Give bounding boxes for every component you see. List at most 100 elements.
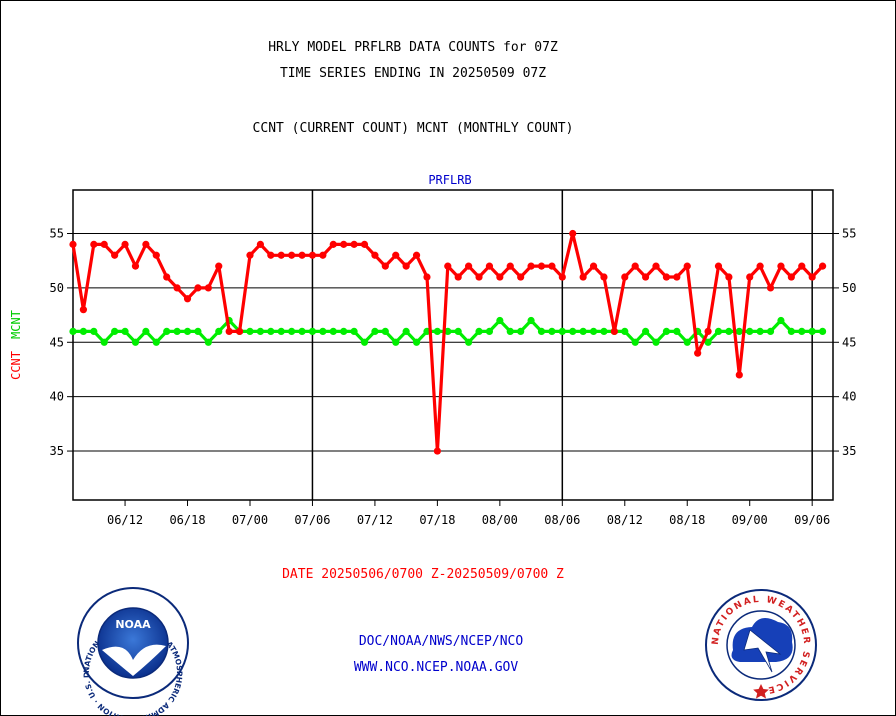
y-tick-label-left: 45 xyxy=(50,335,64,349)
x-tick-label: 08/06 xyxy=(544,513,580,527)
data-point-ccnt xyxy=(496,273,504,281)
data-point-mcnt xyxy=(527,316,535,325)
data-point-mcnt xyxy=(412,338,421,346)
data-point-mcnt xyxy=(558,327,566,336)
data-point-ccnt xyxy=(225,327,233,336)
data-point-ccnt xyxy=(610,327,618,336)
data-point-mcnt xyxy=(131,338,140,346)
data-point-ccnt xyxy=(235,327,244,336)
data-point-mcnt xyxy=(600,327,608,336)
data-point-ccnt xyxy=(152,251,160,259)
data-point-mcnt xyxy=(621,327,629,336)
y-axis-title-mcnt: MCNT xyxy=(9,310,23,339)
y-axis-title-ccnt: CCNT xyxy=(9,351,23,380)
data-point-ccnt xyxy=(475,273,483,281)
data-point-ccnt xyxy=(662,273,671,281)
data-point-ccnt xyxy=(69,240,77,248)
data-point-mcnt xyxy=(662,327,671,336)
data-point-mcnt xyxy=(777,316,785,325)
data-point-ccnt xyxy=(433,447,441,455)
footer-website[interactable]: WWW.NCO.NCEP.NOAA.GOV xyxy=(354,660,519,675)
data-point-ccnt xyxy=(683,262,691,270)
data-point-ccnt xyxy=(100,240,108,248)
x-tick-label: 07/06 xyxy=(294,513,330,527)
data-point-mcnt xyxy=(517,327,525,336)
chart-title-line1: HRLY MODEL PRFLRB DATA COUNTS for 07Z xyxy=(268,40,558,55)
data-point-ccnt xyxy=(215,262,223,270)
data-point-ccnt xyxy=(90,240,98,248)
data-point-ccnt xyxy=(589,262,598,270)
data-point-ccnt xyxy=(787,273,795,281)
data-point-ccnt xyxy=(340,240,348,248)
y-tick-label-right: 45 xyxy=(842,335,856,349)
data-point-mcnt xyxy=(548,327,556,336)
data-point-ccnt xyxy=(485,262,494,270)
data-point-mcnt xyxy=(121,327,129,336)
data-point-ccnt xyxy=(350,240,358,248)
x-tick-label: 06/18 xyxy=(169,513,205,527)
y-tick-label-left: 55 xyxy=(50,227,64,241)
data-point-mcnt xyxy=(329,327,337,336)
data-point-mcnt xyxy=(756,327,764,336)
x-tick-label: 08/18 xyxy=(669,513,705,527)
data-point-ccnt xyxy=(142,240,150,248)
data-point-ccnt xyxy=(319,251,327,259)
data-point-mcnt xyxy=(246,327,254,336)
data-point-mcnt xyxy=(766,327,775,336)
data-point-ccnt xyxy=(579,273,587,281)
data-point-mcnt xyxy=(90,327,98,336)
data-point-mcnt xyxy=(537,327,546,336)
data-point-mcnt xyxy=(183,327,192,336)
data-point-mcnt xyxy=(631,338,639,346)
data-point-ccnt xyxy=(454,273,462,281)
data-point-ccnt xyxy=(402,262,410,270)
data-point-ccnt xyxy=(642,273,650,281)
data-point-mcnt xyxy=(288,327,296,336)
data-point-ccnt xyxy=(111,251,119,259)
footer-org: DOC/NOAA/NWS/NCEP/NCO xyxy=(359,634,524,649)
data-point-ccnt xyxy=(392,251,400,259)
data-point-ccnt xyxy=(381,262,389,270)
data-point-mcnt xyxy=(433,327,441,336)
nws-star-icon xyxy=(753,684,769,699)
data-point-mcnt xyxy=(256,327,264,336)
data-point-mcnt xyxy=(392,338,400,346)
data-point-ccnt xyxy=(267,251,275,259)
data-point-mcnt xyxy=(142,327,150,336)
data-point-ccnt xyxy=(558,273,566,281)
x-tick-label: 06/12 xyxy=(107,513,143,527)
data-point-mcnt xyxy=(215,327,223,336)
plot-border xyxy=(72,189,834,501)
data-point-mcnt xyxy=(683,338,691,346)
data-point-mcnt xyxy=(465,338,473,346)
data-point-ccnt xyxy=(465,262,473,270)
data-point-ccnt xyxy=(766,284,775,292)
chart-subtitle: CCNT (CURRENT COUNT) MCNT (MONTHLY COUNT… xyxy=(253,121,574,136)
data-point-mcnt xyxy=(308,327,317,336)
nws-lightning-icon xyxy=(743,629,782,673)
x-tick-label: 08/00 xyxy=(482,513,518,527)
data-point-ccnt xyxy=(308,251,317,259)
y-tick-label-right: 50 xyxy=(842,281,856,295)
data-point-ccnt xyxy=(288,251,296,259)
data-point-ccnt xyxy=(808,273,816,281)
data-point-ccnt xyxy=(131,262,140,270)
data-point-mcnt xyxy=(579,327,587,336)
data-point-ccnt xyxy=(818,262,827,270)
data-point-mcnt xyxy=(267,327,275,336)
data-point-mcnt xyxy=(100,338,108,346)
data-point-mcnt xyxy=(569,327,577,336)
y-axis-title: CCNT MCNT xyxy=(9,310,23,380)
data-point-mcnt xyxy=(652,338,660,346)
data-point-ccnt xyxy=(194,284,202,292)
nws-logo: NATIONAL WEATHER SERVICE xyxy=(705,589,817,701)
data-point-ccnt xyxy=(204,284,212,292)
data-point-mcnt xyxy=(673,327,681,336)
data-point-ccnt xyxy=(256,240,264,248)
data-point-mcnt xyxy=(69,327,77,336)
data-point-mcnt xyxy=(735,327,743,336)
data-point-mcnt xyxy=(194,327,202,336)
data-point-ccnt xyxy=(412,251,421,259)
data-point-ccnt xyxy=(537,262,546,270)
